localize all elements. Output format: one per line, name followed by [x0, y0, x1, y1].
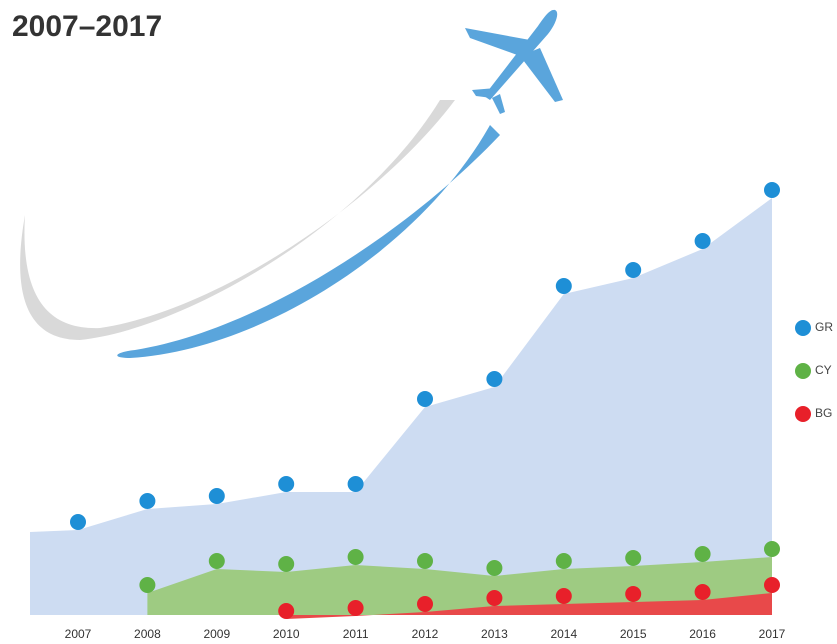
point — [694, 546, 711, 562]
point — [278, 556, 295, 572]
area — [30, 198, 772, 615]
point — [486, 371, 503, 387]
x-tick-label: 2015 — [620, 627, 647, 641]
point — [764, 541, 780, 557]
point — [347, 549, 364, 565]
point — [347, 600, 364, 616]
point — [764, 577, 780, 593]
x-tick-label: 2009 — [203, 627, 230, 641]
plane — [465, 9, 563, 114]
x-tick-label: 2007 — [65, 627, 92, 641]
legend-swatch — [795, 406, 811, 422]
point — [625, 550, 642, 566]
x-tick-label: 2008 — [134, 627, 161, 641]
x-tick-label: 2013 — [481, 627, 508, 641]
chart-title: 2007–2017 — [12, 10, 162, 43]
x-tick-label: 2010 — [273, 627, 300, 641]
area — [286, 593, 772, 621]
point — [347, 476, 364, 492]
point — [278, 476, 295, 492]
point — [417, 596, 433, 612]
legend-label: CY — [815, 363, 832, 377]
point — [70, 514, 86, 530]
point — [417, 391, 433, 407]
x-tick-label: 2014 — [550, 627, 577, 641]
point — [139, 493, 156, 509]
point — [139, 577, 156, 593]
legend-label: GR — [815, 320, 833, 334]
x-tick-label: 2012 — [412, 627, 439, 641]
point — [764, 182, 780, 198]
x-tick-label: 2016 — [689, 627, 716, 641]
point — [486, 590, 503, 606]
swoosh-grey — [20, 100, 456, 340]
swoosh-blue — [117, 125, 501, 358]
point — [208, 488, 225, 504]
point — [555, 588, 572, 604]
point — [625, 262, 642, 278]
legend-label: BG — [815, 406, 832, 420]
point — [278, 603, 295, 619]
x-tick-label: 2017 — [759, 627, 786, 641]
point — [694, 233, 711, 249]
point — [555, 553, 572, 569]
area — [147, 557, 772, 615]
legend-swatch — [795, 363, 811, 379]
point — [208, 553, 225, 569]
plot: 2007 2008 2009 2010 2011 2012 2013 2014 2015 2016… — [30, 182, 833, 641]
point — [625, 586, 642, 602]
x-tick-label: 2011 — [343, 627, 369, 641]
point — [555, 278, 572, 294]
legend-swatch — [795, 320, 811, 336]
point — [694, 584, 711, 600]
point — [486, 560, 503, 576]
point — [417, 553, 433, 569]
